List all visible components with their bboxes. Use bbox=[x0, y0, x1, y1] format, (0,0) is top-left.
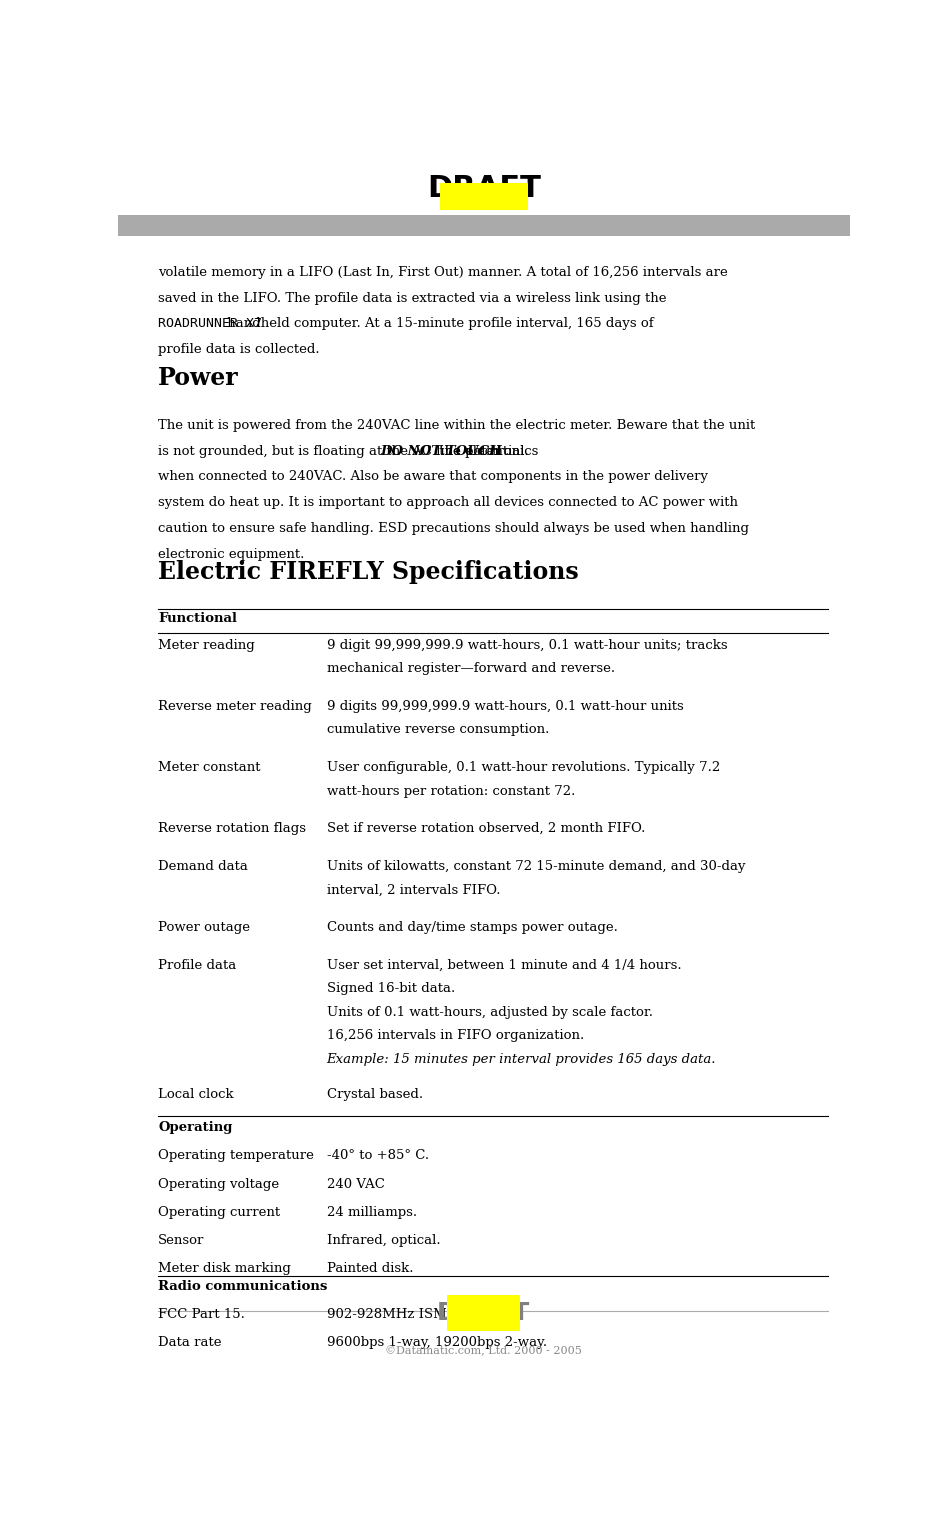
Text: Profile data: Profile data bbox=[159, 958, 237, 972]
Text: Power: Power bbox=[159, 365, 239, 390]
Text: Infrared, optical.: Infrared, optical. bbox=[327, 1235, 440, 1247]
FancyBboxPatch shape bbox=[118, 215, 850, 237]
Text: -40° to +85° C.: -40° to +85° C. bbox=[327, 1149, 429, 1163]
Text: 9600bps 1-way, 19200bps 2-way.: 9600bps 1-way, 19200bps 2-way. bbox=[327, 1337, 547, 1349]
Text: 240 VAC: 240 VAC bbox=[327, 1178, 384, 1190]
Text: Electric FIREFLY Specifications: Electric FIREFLY Specifications bbox=[159, 559, 579, 584]
Text: User configurable, 0.1 watt-hour revolutions. Typically 7.2: User configurable, 0.1 watt-hour revolut… bbox=[327, 761, 719, 775]
Text: Units of 0.1 watt-hours, adjusted by scale factor.: Units of 0.1 watt-hours, adjusted by sca… bbox=[327, 1005, 652, 1019]
Text: FCC Part 15.: FCC Part 15. bbox=[159, 1308, 245, 1322]
Text: profile data is collected.: profile data is collected. bbox=[159, 344, 320, 356]
Text: the electronics: the electronics bbox=[435, 445, 538, 457]
Text: Operating temperature: Operating temperature bbox=[159, 1149, 314, 1163]
FancyBboxPatch shape bbox=[447, 1296, 520, 1331]
Text: caution to ensure safe handling. ESD precautions should always be used when hand: caution to ensure safe handling. ESD pre… bbox=[159, 523, 750, 535]
Text: system do heat up. It is important to approach all devices connected to AC power: system do heat up. It is important to ap… bbox=[159, 497, 738, 509]
Text: 22   FIREFLY AMR REFERENCE MANUAL: 22 FIREFLY AMR REFERENCE MANUAL bbox=[159, 219, 461, 232]
Text: Sensor: Sensor bbox=[159, 1235, 205, 1247]
Text: Radio communications: Radio communications bbox=[159, 1280, 328, 1293]
Text: is not grounded, but is floating at the AC line potential.: is not grounded, but is floating at the … bbox=[159, 445, 533, 457]
Text: Power outage: Power outage bbox=[159, 921, 250, 934]
Text: User set interval, between 1 minute and 4 1/4 hours.: User set interval, between 1 minute and … bbox=[327, 958, 682, 972]
Text: Units of kilowatts, constant 72 15-minute demand, and 30-day: Units of kilowatts, constant 72 15-minut… bbox=[327, 860, 745, 872]
Text: Signed 16-bit data.: Signed 16-bit data. bbox=[327, 983, 455, 995]
Text: DRAFT: DRAFT bbox=[437, 1300, 531, 1325]
Text: electronic equipment.: electronic equipment. bbox=[159, 549, 305, 561]
FancyBboxPatch shape bbox=[440, 165, 528, 211]
Text: Meter constant: Meter constant bbox=[159, 761, 261, 775]
Text: Local clock: Local clock bbox=[159, 1088, 234, 1102]
Text: mechanical register—forward and reverse.: mechanical register—forward and reverse. bbox=[327, 662, 615, 675]
Text: Operating: Operating bbox=[159, 1122, 232, 1134]
Text: Meter disk marking: Meter disk marking bbox=[159, 1262, 291, 1276]
Text: Operating voltage: Operating voltage bbox=[159, 1178, 279, 1190]
Text: Reverse rotation flags: Reverse rotation flags bbox=[159, 822, 306, 836]
Text: ©Datamatic.com, Ltd. 2000 - 2005: ©Datamatic.com, Ltd. 2000 - 2005 bbox=[385, 1346, 582, 1357]
Text: cumulative reverse consumption.: cumulative reverse consumption. bbox=[327, 723, 548, 736]
Text: The unit is powered from the 240VAC line within the electric meter. Beware that : The unit is powered from the 240VAC line… bbox=[159, 419, 755, 432]
Text: Counts and day/time stamps power outage.: Counts and day/time stamps power outage. bbox=[327, 921, 617, 934]
Text: Meter reading: Meter reading bbox=[159, 639, 255, 651]
Text: watt-hours per rotation: constant 72.: watt-hours per rotation: constant 72. bbox=[327, 784, 575, 798]
Text: ROADRUNNER X7: ROADRUNNER X7 bbox=[159, 318, 262, 330]
Text: Operating current: Operating current bbox=[159, 1206, 280, 1219]
Text: saved in the LIFO. The profile data is extracted via a wireless link using the: saved in the LIFO. The profile data is e… bbox=[159, 292, 666, 304]
Text: Painted disk.: Painted disk. bbox=[327, 1262, 413, 1276]
Text: Example: 15 minutes per interval provides 165 days data.: Example: 15 minutes per interval provide… bbox=[327, 1053, 716, 1067]
Text: handheld computer. At a 15-minute profile interval, 165 days of: handheld computer. At a 15-minute profil… bbox=[223, 318, 653, 330]
Text: when connected to 240VAC. Also be aware that components in the power delivery: when connected to 240VAC. Also be aware … bbox=[159, 471, 708, 483]
Text: DRAFT: DRAFT bbox=[427, 174, 541, 203]
Text: Set if reverse rotation observed, 2 month FIFO.: Set if reverse rotation observed, 2 mont… bbox=[327, 822, 645, 836]
Text: Reverse meter reading: Reverse meter reading bbox=[159, 700, 312, 714]
Text: 9 digits 99,999,999.9 watt-hours, 0.1 watt-hour units: 9 digits 99,999,999.9 watt-hours, 0.1 wa… bbox=[327, 700, 683, 714]
Text: 9 digit 99,999,999.9 watt-hours, 0.1 watt-hour units; tracks: 9 digit 99,999,999.9 watt-hours, 0.1 wat… bbox=[327, 639, 727, 651]
Text: volatile memory in a LIFO (Last In, First Out) manner. A total of 16,256 interva: volatile memory in a LIFO (Last In, Firs… bbox=[159, 266, 728, 278]
Text: Crystal based.: Crystal based. bbox=[327, 1088, 423, 1102]
Text: DO NOT TOUCH: DO NOT TOUCH bbox=[380, 445, 502, 457]
Text: Demand data: Demand data bbox=[159, 860, 248, 872]
Text: 902-928MHz ISM band .: 902-928MHz ISM band . bbox=[327, 1308, 493, 1322]
Text: 24 milliamps.: 24 milliamps. bbox=[327, 1206, 416, 1219]
Text: interval, 2 intervals FIFO.: interval, 2 intervals FIFO. bbox=[327, 883, 500, 897]
Text: Functional: Functional bbox=[159, 611, 237, 625]
Text: 16,256 intervals in FIFO organization.: 16,256 intervals in FIFO organization. bbox=[327, 1030, 583, 1042]
Text: Data rate: Data rate bbox=[159, 1337, 222, 1349]
